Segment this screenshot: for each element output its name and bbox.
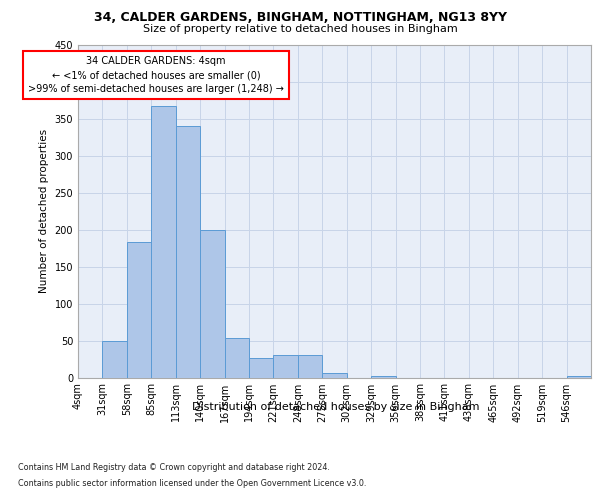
Text: 34 CALDER GARDENS: 4sqm
← <1% of detached houses are smaller (0)
>99% of semi-de: 34 CALDER GARDENS: 4sqm ← <1% of detache…: [28, 56, 284, 94]
Bar: [249, 358, 274, 378]
Text: Size of property relative to detached houses in Bingham: Size of property relative to detached ho…: [143, 24, 457, 34]
Text: Contains public sector information licensed under the Open Government Licence v3: Contains public sector information licen…: [18, 478, 367, 488]
Text: Distribution of detached houses by size in Bingham: Distribution of detached houses by size …: [192, 402, 480, 412]
Text: Contains HM Land Registry data © Crown copyright and database right 2024.: Contains HM Land Registry data © Crown c…: [18, 464, 330, 472]
Bar: [566, 376, 591, 378]
Bar: [151, 106, 176, 378]
Bar: [371, 376, 395, 378]
Bar: [176, 126, 200, 378]
Text: 34, CALDER GARDENS, BINGHAM, NOTTINGHAM, NG13 8YY: 34, CALDER GARDENS, BINGHAM, NOTTINGHAM,…: [94, 11, 506, 24]
Bar: [274, 354, 298, 378]
Y-axis label: Number of detached properties: Number of detached properties: [39, 129, 49, 294]
Bar: [224, 338, 249, 378]
Bar: [322, 373, 347, 378]
Bar: [200, 230, 224, 378]
Bar: [103, 340, 127, 378]
Bar: [298, 354, 322, 378]
Bar: [127, 242, 151, 378]
